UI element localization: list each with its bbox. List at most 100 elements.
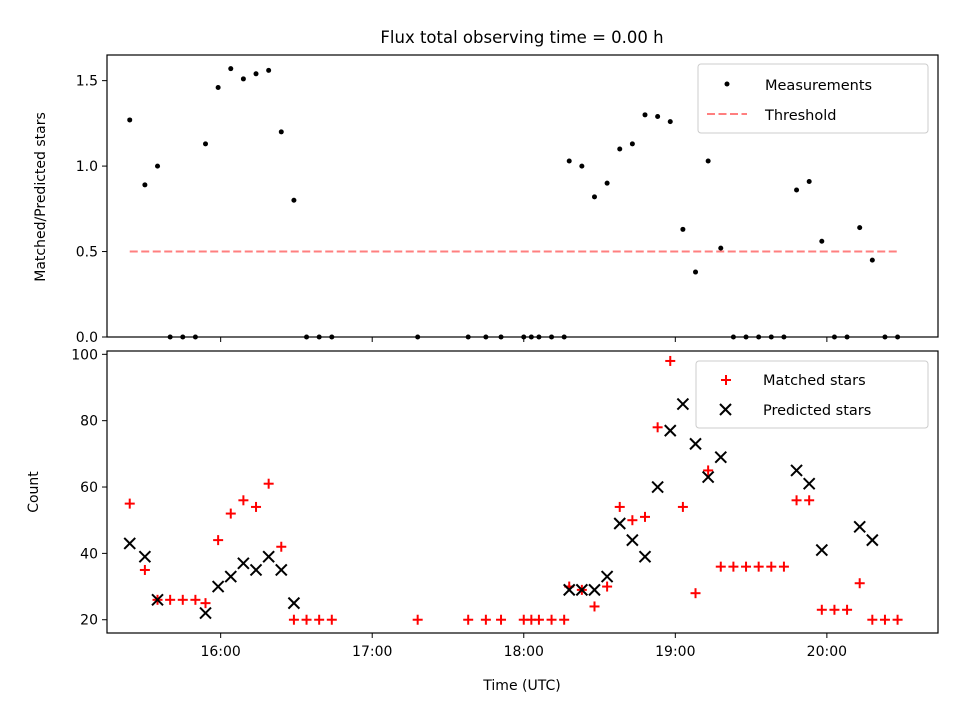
bottom-x-ticks: 16:00 17:00 18:00 19:00 20:00: [200, 633, 847, 660]
predicted-star-point: [613, 517, 626, 530]
matched-star-point: [816, 604, 827, 615]
predicted-star-point: [237, 557, 250, 570]
predicted-star-point: [866, 533, 879, 547]
matched-star-point: [602, 581, 613, 592]
matched-star-point: [314, 614, 325, 625]
matched-star-point: [778, 561, 789, 572]
measurement-point: [857, 225, 863, 231]
legend-matched-marker: [721, 375, 731, 385]
predicted-star-point: [676, 397, 690, 411]
matched-star-point: [690, 588, 701, 599]
measurement-point: [142, 182, 148, 188]
predicted-star-point: [664, 424, 677, 437]
matched-star-point: [301, 614, 312, 625]
measurement-point: [642, 112, 648, 118]
matched-star-point: [627, 515, 638, 526]
measurement-point: [127, 117, 133, 123]
legend-matched-label: Matched stars: [763, 373, 866, 389]
predicted-star-point: [262, 550, 275, 563]
matched-star-point: [652, 422, 663, 433]
measurement-point: [566, 158, 572, 164]
measurement-point: [869, 257, 875, 263]
matched-star-point: [463, 614, 474, 625]
matched-star-point: [892, 614, 903, 625]
matched-star-point: [238, 495, 249, 506]
measurement-point: [240, 76, 246, 82]
predicted-star-point: [853, 520, 866, 534]
matched-star-point: [225, 508, 236, 519]
matched-star-point: [640, 511, 651, 522]
matched-star-point: [533, 614, 544, 625]
top-legend-box: [697, 63, 929, 134]
matched-star-point: [665, 355, 676, 366]
matched-star-point: [251, 501, 262, 512]
measurement-point: [617, 146, 623, 152]
measurement-point: [155, 163, 161, 169]
bottom-x-tick-label: 16:00: [200, 644, 240, 660]
matched-star-point: [804, 495, 815, 506]
bottom-x-tick-label: 17:00: [352, 644, 392, 660]
bottom-plot-frame: [106, 350, 939, 634]
measurement-point: [579, 163, 585, 169]
predicted-star-point: [211, 580, 225, 593]
matched-star-point: [703, 465, 714, 476]
top-y-ticks: 0.0 0.5 1.0 1.5: [76, 74, 107, 346]
matched-star-point: [165, 594, 176, 605]
matched-star-point: [677, 501, 688, 512]
bottom-y-ticks: 20 40 60 80 100: [71, 347, 107, 629]
matched-star-point: [546, 614, 557, 625]
legend-threshold-label: Threshold: [764, 108, 836, 124]
matched-star-point: [728, 561, 739, 572]
predicted-star-point: [275, 563, 288, 577]
matched-star-point: [326, 614, 337, 625]
predicted-star-point: [790, 464, 803, 477]
matched-star-point: [190, 594, 201, 605]
matched-star-point: [766, 561, 777, 572]
matched-star-point: [879, 614, 890, 625]
matched-star-point: [200, 598, 211, 609]
measurement-point: [680, 226, 686, 232]
matched-star-point: [589, 601, 600, 612]
top-y-tick-label: 1.0: [76, 159, 98, 175]
matched-star-point: [213, 535, 224, 546]
predicted-star-point: [151, 593, 164, 607]
legend-measurements-label: Measurements: [765, 78, 872, 94]
y-axis-label-count: Count: [26, 471, 42, 513]
matched-star-point: [412, 614, 423, 625]
matched-star-point: [753, 561, 764, 572]
legend-predicted-marker: [719, 403, 732, 416]
predicted-star-point: [626, 533, 639, 547]
measurement-point: [819, 238, 825, 244]
predicted-star-point: [588, 583, 601, 597]
measurement-point: [604, 180, 610, 186]
predicted-star-point: [287, 596, 301, 610]
measurement-point: [278, 129, 284, 135]
measurement-point: [291, 197, 297, 203]
matched-star-point: [854, 578, 865, 589]
measurement-point: [705, 158, 711, 164]
measurement-point: [693, 269, 699, 275]
bottom-legend-box: [695, 360, 929, 429]
matched-star-point: [614, 501, 625, 512]
measurement-point: [655, 114, 661, 120]
matched-star-point: [829, 604, 840, 615]
measurement-point: [266, 67, 272, 73]
matched-stars-series: [124, 355, 903, 625]
bottom-x-tick-label: 18:00: [504, 644, 544, 660]
top-y-tick-label: 1.5: [76, 74, 98, 90]
chart-title: Flux total observing time = 0.00 h: [380, 28, 663, 47]
matched-star-point: [559, 614, 570, 625]
top-y-tick-label: 0.5: [76, 245, 98, 261]
predicted-star-point: [563, 583, 576, 597]
measurement-point: [215, 84, 221, 90]
measurement-point: [806, 178, 812, 184]
measurement-point: [629, 141, 635, 147]
matched-star-point: [177, 594, 188, 605]
matched-star-point: [842, 604, 853, 615]
predicted-stars-series: [123, 397, 879, 620]
matched-star-point: [139, 564, 150, 575]
predicted-star-point: [249, 563, 263, 577]
measurement-point: [667, 119, 673, 125]
predicted-star-point: [123, 537, 136, 550]
